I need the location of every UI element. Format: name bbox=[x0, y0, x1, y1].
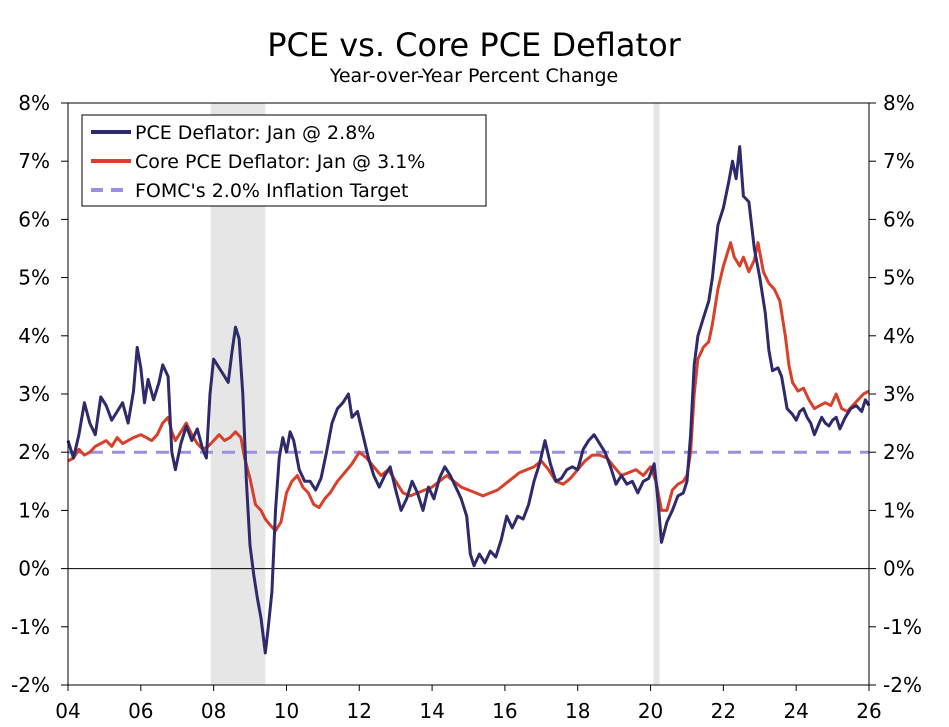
legend-label-1: PCE Deflator: Jan @ 2.8% bbox=[135, 122, 375, 144]
x-tick-label: 20 bbox=[638, 699, 663, 723]
x-tick-label: 22 bbox=[711, 699, 736, 723]
x-tick-label: 14 bbox=[419, 699, 444, 723]
x-tick-label: 24 bbox=[783, 699, 808, 723]
x-tick-label: 26 bbox=[856, 699, 881, 723]
y-tick-label-right: -2% bbox=[883, 673, 922, 697]
chart-title: PCE vs. Core PCE Deflator bbox=[267, 26, 681, 64]
y-tick-label-left: -1% bbox=[11, 615, 50, 639]
y-tick-label-left: 5% bbox=[18, 266, 50, 290]
y-tick-label-right: 6% bbox=[883, 207, 915, 231]
y-tick-label-right: 2% bbox=[883, 440, 915, 464]
y-tick-label-right: 1% bbox=[883, 498, 915, 522]
x-tick-label: 04 bbox=[55, 699, 80, 723]
y-tick-label-right: 3% bbox=[883, 382, 915, 406]
x-tick-label: 08 bbox=[201, 699, 226, 723]
x-tick-label: 12 bbox=[347, 699, 372, 723]
y-tick-label-left: 7% bbox=[18, 149, 50, 173]
y-tick-label-left: 0% bbox=[18, 557, 50, 581]
x-tick-label: 18 bbox=[565, 699, 590, 723]
y-tick-label-left: 4% bbox=[18, 324, 50, 348]
y-tick-label-right: 8% bbox=[883, 91, 915, 115]
x-tick-label: 10 bbox=[274, 699, 299, 723]
y-tick-label-left: -2% bbox=[11, 673, 50, 697]
y-tick-label-left: 8% bbox=[18, 91, 50, 115]
axes-group: -2% -2% -1% -1% 0% 0% 1% 1% 2% 2% 3% 3% 4% 4% 5% 5% 6% 6%… bbox=[11, 91, 922, 723]
recession-band-2 bbox=[653, 103, 660, 685]
x-tick-label: 06 bbox=[128, 699, 153, 723]
y-tick-label-left: 3% bbox=[18, 382, 50, 406]
legend-box bbox=[81, 114, 487, 207]
y-tick-label-right: 0% bbox=[883, 557, 915, 581]
y-tick-label-left: 2% bbox=[18, 440, 50, 464]
legend-label-3: FOMC's 2.0% Inflation Target bbox=[135, 180, 409, 202]
y-tick-label-left: 1% bbox=[18, 498, 50, 522]
y-tick-label-right: -1% bbox=[883, 615, 922, 639]
chart-subtitle: Year-over-Year Percent Change bbox=[329, 65, 619, 87]
y-tick-label-right: 4% bbox=[883, 324, 915, 348]
y-tick-label-left: 6% bbox=[18, 207, 50, 231]
legend-label-2: Core PCE Deflator: Jan @ 3.1% bbox=[135, 151, 425, 173]
series-line-2 bbox=[67, 241, 870, 533]
y-tick-label-right: 7% bbox=[883, 149, 915, 173]
x-tick-label: 16 bbox=[492, 699, 517, 723]
legend: PCE Deflator: Jan @ 2.8% Core PCE Deflato… bbox=[81, 114, 487, 207]
y-tick-label-right: 5% bbox=[883, 266, 915, 290]
series-group bbox=[66, 145, 871, 655]
series-line-1 bbox=[66, 145, 871, 655]
